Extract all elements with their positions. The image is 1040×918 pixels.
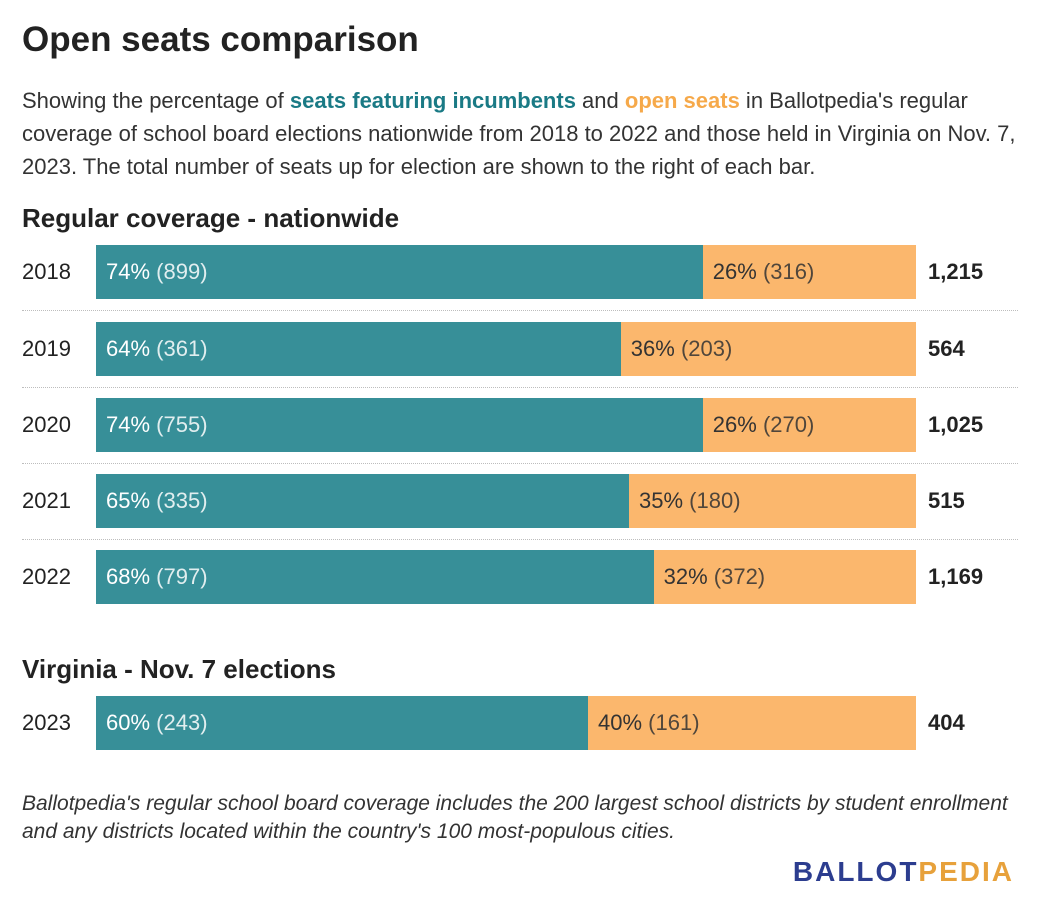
bar-segment-open-seats: 32% (372) <box>653 550 916 604</box>
total-seats-label: 404 <box>928 710 965 735</box>
category-label: 2019 <box>22 336 71 361</box>
bar-row: 2023 60% (243) 40% (161) 404 <box>0 696 1040 750</box>
chart-subtitle: Showing the percentage of seats featurin… <box>22 84 1027 183</box>
data-label-percent: 68% <box>106 564 151 589</box>
total-seats-label: 1,215 <box>928 259 984 284</box>
row-divider <box>22 463 1018 464</box>
bar-segment-open-seats: 40% (161) <box>588 696 916 750</box>
total-seats-label: 1,169 <box>928 564 984 589</box>
bar-row: 2019 64% (361) 36% (203) 564 <box>0 322 1040 376</box>
bar-segment-open-seats: 36% (203) <box>620 322 916 376</box>
data-label-percent: 40% <box>598 710 643 735</box>
stacked-bar: 65% (335) 35% (180) <box>96 474 916 528</box>
data-label-count: (797) <box>156 564 208 589</box>
row-divider <box>22 310 1018 311</box>
subtitle-text-3: in Ballotpedia's regular coverage of sch… <box>22 88 1016 179</box>
data-label-percent: 64% <box>106 336 151 361</box>
total-seats-label: 515 <box>928 488 965 513</box>
legend-incumbents-label: seats featuring incumbents <box>289 88 576 113</box>
category-label: 2018 <box>22 259 71 284</box>
total-seats-label: 1,025 <box>928 412 984 437</box>
bar-segment-incumbents: 65% (335) <box>96 474 629 528</box>
bar-row: 2021 65% (335) 35% (180) 515 <box>0 474 1040 528</box>
data-label-count: (899) <box>156 259 208 284</box>
data-label-count: (243) <box>156 710 208 735</box>
data-label-count: (270) <box>762 412 815 437</box>
row-divider <box>22 539 1018 540</box>
data-label-percent: 26% <box>712 412 757 437</box>
stacked-bar: 74% (899) 26% (316) <box>96 245 916 299</box>
total-seats-label: 564 <box>928 336 965 361</box>
data-label-count: (180) <box>689 488 741 513</box>
footnote: Ballotpedia's regular school board cover… <box>22 792 1008 843</box>
stacked-bar: 64% (361) 36% (203) <box>96 322 916 376</box>
legend-open-seats-label: open seats <box>624 88 740 113</box>
stacked-bar: 74% (755) 26% (270) <box>96 398 916 452</box>
bar-segment-incumbents: 60% (243) <box>96 696 588 750</box>
data-label-percent: 36% <box>630 336 675 361</box>
category-label: 2023 <box>22 710 71 735</box>
data-label-percent: 35% <box>639 488 684 513</box>
bar-segment-incumbents: 64% (361) <box>96 322 621 376</box>
data-label-percent: 74% <box>106 412 151 437</box>
data-label-percent: 26% <box>712 259 757 284</box>
ballotpedia-logo: BALLOTPEDIA <box>793 856 1014 888</box>
data-label-count: (361) <box>156 336 208 361</box>
subtitle-text-2: and <box>575 88 625 113</box>
data-label-percent: 65% <box>106 488 151 513</box>
stacked-bar: 60% (243) 40% (161) <box>96 696 916 750</box>
bar-segment-incumbents: 74% (755) <box>96 398 703 452</box>
logo-part-ballot: BALLOT <box>792 856 919 887</box>
subtitle-text-1: Showing the percentage of <box>22 88 290 113</box>
data-label-count: (335) <box>156 488 208 513</box>
data-label-count: (161) <box>648 710 700 735</box>
section-title-virginia: Virginia - Nov. 7 elections <box>22 654 337 684</box>
data-label-percent: 74% <box>106 259 151 284</box>
row-divider <box>22 387 1018 388</box>
bar-segment-open-seats: 26% (270) <box>702 398 916 452</box>
data-label-count: (755) <box>156 412 208 437</box>
logo-part-pedia: PEDIA <box>918 856 1014 887</box>
section-title-nationwide: Regular coverage - nationwide <box>22 203 400 233</box>
bar-row: 2018 74% (899) 26% (316) 1,215 <box>0 245 1040 299</box>
data-label-count: (316) <box>762 259 815 284</box>
category-label: 2022 <box>22 564 71 589</box>
bar-segment-incumbents: 68% (797) <box>96 550 654 604</box>
data-label-count: (203) <box>680 336 733 361</box>
bar-row: 2022 68% (797) 32% (372) 1,169 <box>0 550 1040 604</box>
bar-row: 2020 74% (755) 26% (270) 1,025 <box>0 398 1040 452</box>
chart-title: Open seats comparison <box>22 20 419 59</box>
category-label: 2020 <box>22 412 71 437</box>
data-label-percent: 60% <box>106 710 151 735</box>
category-label: 2021 <box>22 488 71 513</box>
bar-segment-open-seats: 35% (180) <box>629 474 916 528</box>
bar-segment-open-seats: 26% (316) <box>702 245 916 299</box>
bar-segment-incumbents: 74% (899) <box>96 245 703 299</box>
data-label-count: (372) <box>713 564 766 589</box>
stacked-bar: 68% (797) 32% (372) <box>96 550 916 604</box>
data-label-percent: 32% <box>663 564 708 589</box>
